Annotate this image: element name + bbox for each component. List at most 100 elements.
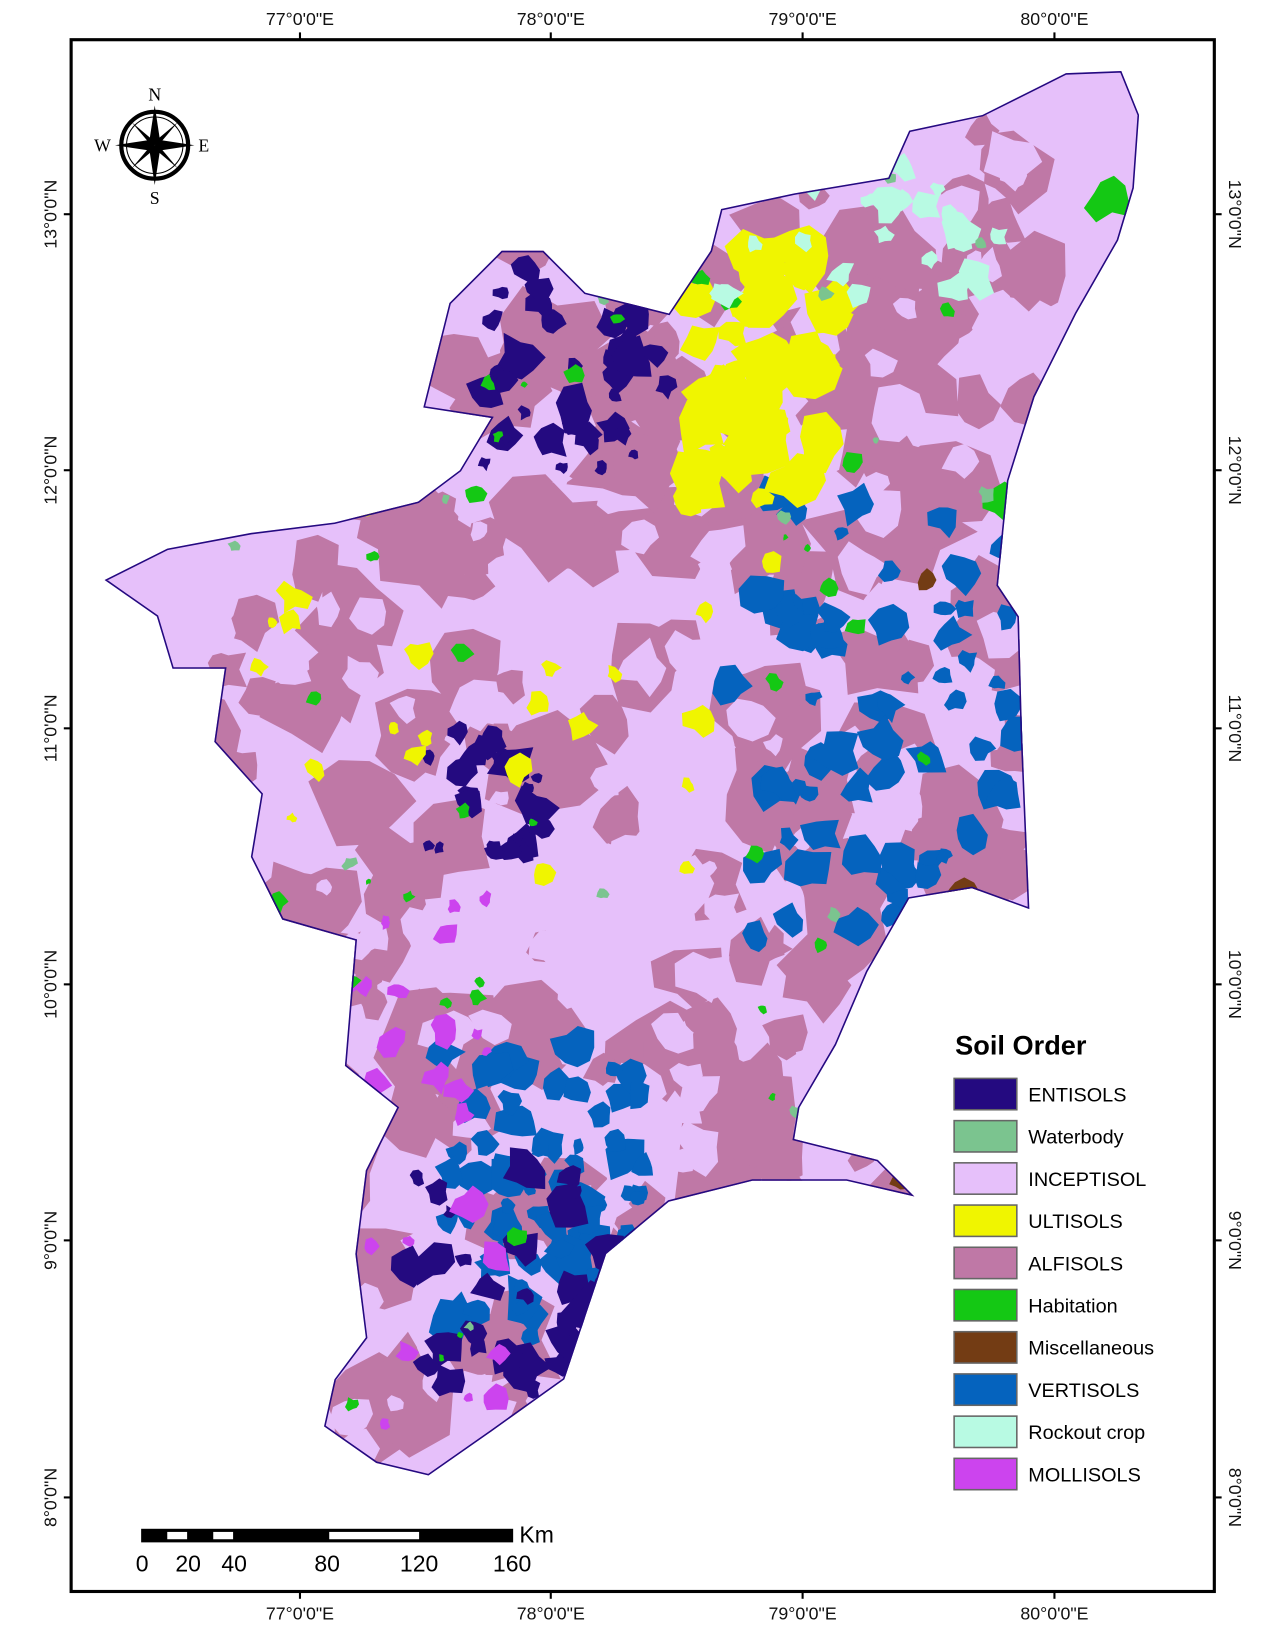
ultisols-patch	[695, 601, 714, 624]
inceptisol-patch	[152, 1348, 190, 1372]
inceptisol-patch	[662, 854, 715, 915]
alfisols-patch	[488, 669, 525, 705]
inceptisol-patch	[528, 928, 570, 972]
alfisols-patch	[885, 639, 935, 686]
waterbody-patch	[247, 878, 263, 896]
vertisols-patch	[994, 688, 1021, 722]
entisols-patch	[477, 457, 491, 472]
entisols-patch	[446, 757, 478, 787]
mollisols-patch	[479, 890, 492, 908]
vertisols-patch	[531, 1139, 551, 1158]
ultisols-patch	[709, 444, 732, 463]
inceptisol-patch	[590, 843, 617, 877]
ultisols-patch	[751, 418, 772, 437]
ultisols-patch	[345, 469, 366, 486]
ultisols-patch	[254, 478, 264, 488]
alfisols-patch	[147, 390, 219, 462]
entisols-patch	[555, 382, 592, 437]
inceptisol-patch	[1023, 827, 1053, 856]
ultisols-patch	[234, 510, 244, 523]
habitation-patch	[529, 818, 538, 827]
mollisols-patch	[356, 975, 372, 998]
rockout-crop-patch	[778, 168, 799, 189]
alfisols-patch	[259, 664, 348, 754]
rockout-crop-patch	[990, 227, 1008, 245]
alfisols-patch	[756, 1347, 792, 1372]
inceptisol-patch	[487, 554, 523, 585]
ultisols-patch	[718, 321, 747, 347]
inceptisol-patch	[488, 791, 509, 806]
entisols-patch	[390, 1245, 425, 1288]
habitation-patch	[1033, 537, 1044, 550]
habitation-patch	[474, 976, 485, 988]
inceptisol-patch	[671, 1148, 695, 1173]
habitation-patch	[844, 619, 866, 635]
alfisols-patch	[379, 1075, 460, 1158]
inceptisol-patch	[173, 704, 201, 741]
ultisols-patch	[267, 617, 278, 629]
inceptisol-patch	[669, 1062, 703, 1092]
legend-item: Rockout crop	[953, 1415, 1145, 1449]
inceptisol-patch	[251, 563, 274, 584]
waterbody-patch	[776, 510, 792, 525]
inceptisol-patch	[280, 306, 312, 336]
habitation-patch	[345, 1397, 360, 1412]
vertisols-patch	[799, 819, 841, 850]
vertisols-patch	[816, 602, 851, 633]
ultisols-patch	[403, 745, 426, 766]
entisols-patch	[470, 1272, 506, 1301]
alfisols-patch	[251, 305, 349, 415]
inceptisol-patch	[857, 1387, 879, 1410]
mollisols-patch	[486, 1343, 511, 1366]
vertisols-patch	[772, 902, 804, 938]
inceptisol-patch	[349, 597, 387, 635]
inceptisol-patch	[306, 114, 367, 170]
vertisols-patch	[632, 1239, 648, 1252]
habitation-patch	[210, 381, 225, 401]
alfisols-patch	[128, 1328, 180, 1383]
entisols-patch	[434, 841, 444, 854]
inceptisol-patch	[136, 1244, 171, 1277]
rockout-crop-patch	[765, 136, 790, 163]
lon-label-bottom: 80°0'0"E	[1020, 1604, 1088, 1624]
inceptisol-patch	[503, 590, 540, 620]
vertisols-patch	[445, 1141, 468, 1165]
habitation-patch	[815, 1124, 835, 1146]
lon-label-top: 79°0'0"E	[769, 9, 837, 29]
vertisols-patch	[837, 482, 874, 527]
vertisols-patch	[914, 862, 942, 890]
entisols-patch	[599, 1373, 611, 1389]
vertisols-patch	[864, 747, 906, 791]
alfisols-patch	[385, 198, 441, 254]
legend-label: ENTISOLS	[1028, 1084, 1126, 1106]
vertisols-patch	[954, 599, 974, 618]
alfisols-patch	[148, 866, 244, 952]
inceptisol-patch	[212, 894, 230, 913]
vertisols-patch	[988, 675, 1006, 689]
legend-label: Miscellaneous	[1028, 1338, 1154, 1360]
mollisols-patch	[481, 1047, 492, 1056]
legend-swatch	[953, 1204, 1018, 1238]
inceptisol-patch	[708, 1370, 743, 1404]
vertisols-patch	[634, 1240, 648, 1252]
entisols-patch	[516, 1288, 534, 1305]
alfisols-patch	[706, 1347, 743, 1379]
vertisols-patch	[834, 527, 849, 541]
inceptisol-patch	[704, 893, 741, 924]
alfisols-patch	[292, 534, 339, 602]
vertisols-patch	[563, 1076, 591, 1103]
inceptisol-patch	[955, 325, 1006, 376]
mollisols-patch	[432, 924, 458, 944]
lon-label-bottom: 79°0'0"E	[769, 1604, 837, 1624]
legend-swatch	[953, 1415, 1018, 1449]
inceptisol-patch	[675, 1120, 719, 1177]
inceptisol-patch	[280, 1000, 342, 1057]
alfisols-patch	[663, 1235, 760, 1335]
ultisols-patch	[729, 279, 783, 327]
entisols-patch	[640, 344, 669, 368]
alfisols-patch	[193, 1041, 291, 1147]
inceptisol-patch	[594, 236, 636, 275]
graticule: 77°0'0"E 77°0'0"E 78°0'0"E 78°0'0"E 79°0'0"E…	[40, 9, 1244, 1624]
waterbody-patch	[227, 540, 241, 551]
habitation-patch	[814, 937, 828, 954]
